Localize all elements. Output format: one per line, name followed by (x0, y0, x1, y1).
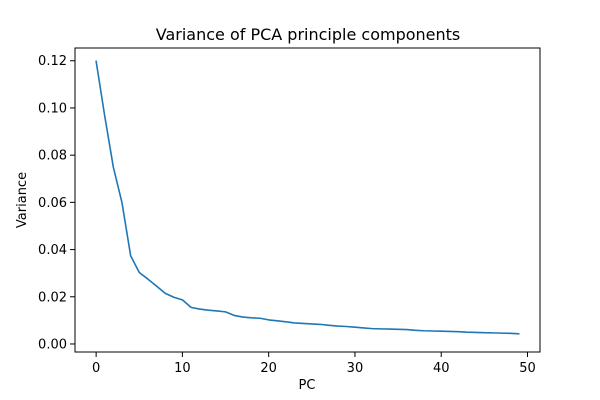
y-tick-label: 0.02 (38, 290, 67, 305)
variance-data-point (320, 324, 322, 326)
variance-data-point (164, 292, 166, 294)
variance-data-point (147, 278, 149, 280)
y-tick-label: 0.04 (38, 243, 67, 258)
variance-data-point (363, 327, 365, 329)
variance-data-point (199, 308, 201, 310)
y-tick-label: 0.08 (38, 149, 67, 164)
variance-data-point (207, 309, 209, 311)
y-tick-label: 0.10 (38, 101, 67, 116)
variance-data-point (458, 331, 460, 333)
x-axis-label: PC (299, 378, 316, 393)
variance-data-point (346, 326, 348, 328)
x-tick-label: 0 (92, 361, 100, 376)
variance-data-point (285, 321, 287, 323)
variance-data-point (484, 332, 486, 334)
variance-data-point (121, 202, 123, 204)
variance-data-point (104, 115, 106, 117)
variance-data-point (492, 332, 494, 334)
variance-data-point (466, 331, 468, 333)
variance-data-point (389, 328, 391, 330)
variance-data-point (354, 326, 356, 328)
variance-data-point (449, 331, 451, 333)
variance-data-point (216, 310, 218, 312)
y-tick-label: 0.06 (38, 196, 67, 211)
variance-data-point (277, 320, 279, 322)
chart-title: Variance of PCA principle components (156, 25, 461, 44)
variance-data-point (371, 328, 373, 330)
variance-data-point (268, 319, 270, 321)
variance-data-point (173, 296, 175, 298)
variance-data-point (406, 329, 408, 331)
variance-data-point (225, 311, 227, 313)
variance-series-line (95, 60, 520, 335)
variance-data-point (130, 255, 132, 257)
variance-data-point (475, 332, 477, 334)
y-axis-label: Variance (15, 172, 30, 228)
plot-frame (74, 47, 541, 353)
plot-area (95, 60, 520, 335)
variance-data-point (113, 167, 115, 169)
variance-data-point (432, 330, 434, 332)
variance-data-point (233, 315, 235, 317)
y-tick-label: 0.00 (38, 337, 67, 352)
variance-data-point (380, 328, 382, 330)
variance-data-point (302, 323, 304, 325)
variance-data-point (251, 317, 253, 319)
y-tick-label: 0.12 (38, 54, 67, 69)
variance-data-point (294, 322, 296, 324)
variance-data-point (138, 272, 140, 274)
y-axis-ticks: 0.00 0.02 0.04 0.06 0.08 0.10 0.12 (38, 54, 75, 352)
variance-data-point (95, 60, 97, 62)
x-tick-label: 10 (174, 361, 191, 376)
variance-data-point (190, 307, 192, 309)
variance-data-point (397, 329, 399, 331)
variance-data-point (337, 325, 339, 327)
x-axis-ticks: 0 10 20 30 40 50 (92, 352, 536, 376)
variance-data-point (156, 285, 158, 287)
x-tick-label: 40 (433, 361, 450, 376)
variance-data-point (501, 332, 503, 334)
variance-data-point (518, 333, 520, 335)
variance-data-point (182, 299, 184, 301)
variance-data-point (259, 317, 261, 319)
variance-data-point (423, 330, 425, 332)
x-tick-label: 50 (519, 361, 536, 376)
variance-data-point (415, 329, 417, 331)
variance-data-point (311, 323, 313, 325)
variance-data-point (509, 333, 511, 335)
variance-data-point (242, 316, 244, 318)
x-tick-label: 20 (260, 361, 277, 376)
x-tick-label: 30 (347, 361, 364, 376)
variance-data-point (440, 330, 442, 332)
variance-data-point (328, 325, 330, 327)
